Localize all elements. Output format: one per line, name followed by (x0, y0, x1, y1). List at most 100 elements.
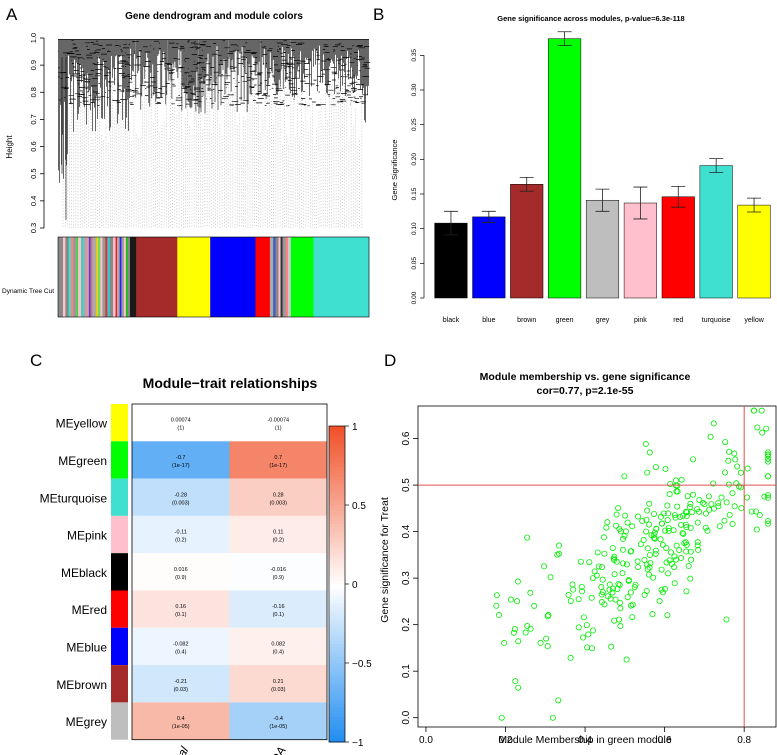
scatter-point (668, 549, 675, 556)
scatter-point (527, 625, 534, 632)
scatter-point (665, 570, 672, 577)
scale-step (329, 552, 345, 557)
scatter-point (617, 623, 624, 630)
a-y-tick-label: 0.9 (29, 60, 38, 70)
bar-chart-panel: Gene significance across modules, p-valu… (390, 14, 771, 324)
errorbar-black (443, 210, 458, 236)
scatter-point (606, 581, 613, 588)
b-y-tick-label: 0.35 (411, 49, 418, 62)
module-color-segment (280, 237, 283, 317)
scatter-point (531, 602, 538, 609)
scatter-point (586, 559, 593, 566)
scale-step (329, 429, 345, 433)
scatter-point (729, 490, 736, 497)
bar-label-yellow: yellow (744, 317, 764, 324)
a-y-tick-label: 0.3 (29, 223, 38, 233)
scatter-point (683, 588, 690, 595)
scale-step (329, 438, 345, 443)
scatter-point (593, 572, 600, 579)
scale-step (329, 426, 345, 430)
d-x-tick-label: 0.8 (737, 735, 751, 746)
scatter-point (744, 494, 751, 501)
module-color-segment (125, 237, 128, 317)
module-color-segment (68, 237, 72, 317)
scatter-point (725, 457, 732, 464)
scatter-point (689, 456, 696, 463)
heat-cell-pvalue: (0.2) (175, 538, 186, 544)
scatter-point (651, 510, 658, 517)
scatter-point (643, 516, 650, 523)
scatter-point (511, 626, 518, 633)
scatter-point (721, 469, 728, 476)
scale-step (329, 710, 345, 715)
heat-cell-MEyellow-OA (229, 404, 327, 442)
scale-step (329, 561, 345, 566)
d-y-tick-label: 0.6 (401, 431, 412, 445)
scale-step (329, 704, 345, 708)
scale-step (329, 574, 345, 579)
scatter-point (710, 480, 717, 487)
scatter-point (589, 645, 596, 652)
heat-cell-pvalue: (0.1) (273, 612, 284, 618)
scatter-point (705, 493, 712, 500)
scale-step (329, 536, 345, 541)
b-y-tick-label: 0.10 (411, 222, 418, 235)
scatter-point (726, 511, 733, 518)
scale-step (329, 738, 345, 743)
module-color-segment (105, 237, 108, 317)
scale-step (329, 549, 345, 553)
scale-step (329, 713, 345, 718)
module-color-segment (177, 237, 211, 317)
scatter-point (687, 524, 694, 531)
scatter-point (726, 448, 733, 455)
a-y-tick-label: 1.0 (29, 33, 38, 43)
panel-letter-c: C (30, 351, 42, 370)
scale-step (329, 546, 345, 550)
module-color-segment (107, 237, 111, 317)
scatter-point (671, 553, 678, 560)
heat-cell-value: 0.016 (174, 567, 188, 573)
module-color-segment (273, 237, 276, 317)
heat-cell-pvalue: (1) (275, 426, 282, 432)
scatter-point (761, 493, 768, 500)
scale-step (329, 486, 345, 490)
heat-cell-value: -0.082 (173, 641, 189, 647)
scatter-point (598, 564, 605, 571)
scatter-point (619, 570, 626, 577)
scatter-point (577, 558, 584, 565)
scale-step (329, 678, 345, 683)
row-color-MEred (111, 590, 128, 628)
scatter-point (619, 560, 626, 567)
scatter-point (646, 552, 653, 559)
scatter-point (707, 433, 714, 440)
heat-cell-pvalue: (0.1) (175, 612, 186, 618)
scatter-point (554, 551, 561, 558)
dendrogram-leaf-lines (62, 65, 363, 228)
scatter-point (537, 639, 544, 646)
scatter-point (493, 602, 500, 609)
module-color-segment (116, 237, 121, 317)
dendrogram-ylabel: Height (5, 135, 14, 159)
scatter-point (723, 499, 730, 506)
d-y-tick-label: 0.0 (401, 710, 412, 724)
scatter-point (674, 482, 681, 489)
a-y-tick-label: 0.8 (29, 87, 38, 97)
scale-tick-label: 1 (352, 422, 358, 433)
module-color-segment (102, 237, 106, 317)
scatter-point (580, 634, 587, 641)
heat-cell-pvalue: (1e-17) (269, 463, 287, 469)
scatter-point (628, 548, 635, 555)
bar-label-red: red (673, 317, 683, 324)
heat-cell-value: -0.16 (272, 604, 285, 610)
scatter-point (595, 563, 602, 570)
scatter-point (680, 530, 687, 537)
scale-step (329, 628, 345, 632)
scatter-point (619, 546, 626, 553)
module-color-segment (109, 237, 114, 317)
heat-cell-MEgreen-normal (132, 441, 230, 479)
a-y-tick-label: 0.4 (29, 196, 38, 206)
scatter-point (678, 554, 685, 561)
scatter-point (565, 592, 572, 599)
row-label-MEred: MEred (72, 603, 107, 617)
scale-step (329, 615, 345, 620)
